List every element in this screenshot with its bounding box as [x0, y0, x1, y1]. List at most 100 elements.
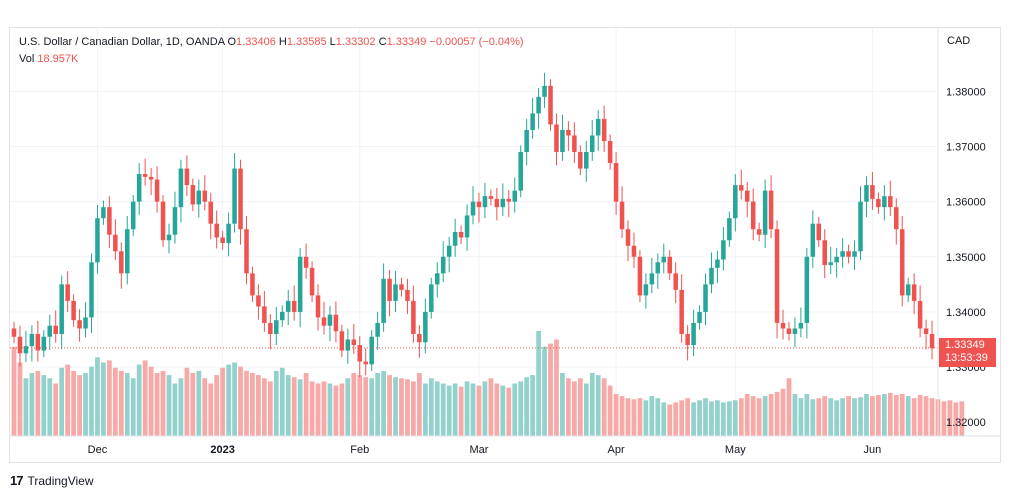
volume-bar: [893, 395, 899, 436]
volume-bar: [232, 362, 237, 436]
candle-body: [303, 256, 309, 268]
candle-body: [11, 328, 17, 337]
candle-body: [83, 317, 88, 329]
candle-body: [470, 201, 476, 216]
candle-body: [321, 317, 327, 326]
vol-value: 18.957K: [37, 53, 79, 65]
volume-bar: [732, 400, 738, 436]
currency-label[interactable]: CAD: [947, 35, 971, 47]
volume-bar: [214, 375, 220, 436]
candle-body: [607, 140, 613, 164]
candle-body: [655, 262, 661, 274]
candle-body: [434, 273, 440, 285]
last-price-tag: 1.33349 13:53:39: [939, 338, 996, 367]
candle-body: [363, 361, 368, 365]
tradingview-logo-icon: 17: [10, 473, 24, 488]
candle-body: [226, 223, 231, 243]
candle-body: [232, 168, 237, 224]
candle-body: [154, 179, 160, 202]
volume-bar: [220, 367, 226, 436]
volume-bar: [876, 395, 881, 436]
volume-bar: [41, 375, 47, 436]
volume-bar: [333, 385, 339, 436]
candle-body: [148, 176, 154, 180]
candle-body: [792, 328, 798, 334]
candle-body: [649, 273, 655, 285]
volume-bar: [190, 373, 196, 436]
candle-body: [512, 190, 518, 202]
volume-bar: [89, 366, 94, 436]
volume-bar: [136, 364, 142, 436]
low-value: 1.33302: [335, 36, 376, 48]
price-tick-label: 1.37000: [946, 142, 986, 154]
candle-body: [464, 215, 470, 238]
candle-body: [89, 262, 94, 318]
price-tick-label: 1.34000: [946, 307, 986, 319]
candle-body: [637, 256, 643, 296]
candle-body: [929, 333, 935, 349]
candle-body: [852, 251, 857, 257]
volume-bar: [351, 373, 357, 436]
price-axis[interactable]: 1.320001.330001.340001.350001.360001.370…: [937, 28, 986, 436]
candle-body: [858, 201, 863, 252]
time-axis[interactable]: Dec 2023 Feb Mar Apr May Jun: [10, 435, 1000, 456]
volume-bar: [196, 370, 202, 436]
volume-bar: [303, 373, 309, 436]
volume-bar: [870, 396, 875, 436]
volume-bar: [959, 401, 965, 436]
volume-bar: [947, 400, 953, 436]
candle-body: [369, 336, 374, 365]
volume-bar: [327, 383, 333, 436]
volume-bar: [339, 383, 345, 436]
price-tick-label: 1.32000: [946, 417, 986, 429]
candle-body: [95, 218, 100, 263]
volume-bar: [178, 378, 184, 436]
candle-body: [113, 234, 118, 252]
candle-body: [458, 231, 464, 238]
volume-bar: [941, 401, 947, 436]
candle-body: [548, 85, 553, 125]
volume-bar: [631, 399, 637, 436]
candle-body: [339, 331, 345, 351]
candle-body: [578, 152, 583, 169]
volume-bar: [673, 402, 679, 436]
volume-bar: [345, 378, 351, 436]
candle-body: [721, 240, 726, 260]
candle-body: [29, 333, 35, 347]
volume-bar: [434, 381, 440, 436]
volume-bar: [786, 378, 792, 436]
vol-label: Vol: [19, 53, 35, 65]
volume-bar: [35, 370, 41, 436]
volume-bar: [756, 398, 762, 436]
candle-body: [744, 190, 750, 202]
candle-body: [196, 190, 202, 205]
volume-bar: [530, 375, 536, 436]
candle-body: [727, 218, 732, 241]
candle-body: [244, 229, 249, 274]
volume-bars: [11, 331, 965, 436]
volume-bar: [637, 398, 643, 436]
volume-bar: [554, 339, 559, 436]
tradingview-brand[interactable]: 17 TradingView: [10, 473, 94, 488]
candle-body: [202, 190, 208, 202]
volume-bar: [267, 381, 273, 436]
volume-bar: [816, 398, 822, 436]
volume-bar: [923, 396, 929, 436]
time-tick-label: May: [725, 444, 746, 456]
volume-bar: [500, 385, 506, 436]
candle-body: [220, 237, 225, 243]
volume-bar: [583, 383, 589, 436]
candle-body: [124, 229, 130, 274]
candle-body: [387, 278, 392, 301]
candle-body: [804, 256, 810, 323]
volume-bar: [577, 378, 583, 436]
volume-bar: [399, 378, 404, 436]
candle-body: [17, 336, 23, 354]
candle-body: [679, 289, 684, 334]
volume-bar: [917, 395, 923, 436]
candle-body: [423, 311, 428, 343]
candle-body: [500, 198, 506, 208]
volume-bar: [238, 366, 243, 436]
candle-body: [107, 207, 112, 235]
